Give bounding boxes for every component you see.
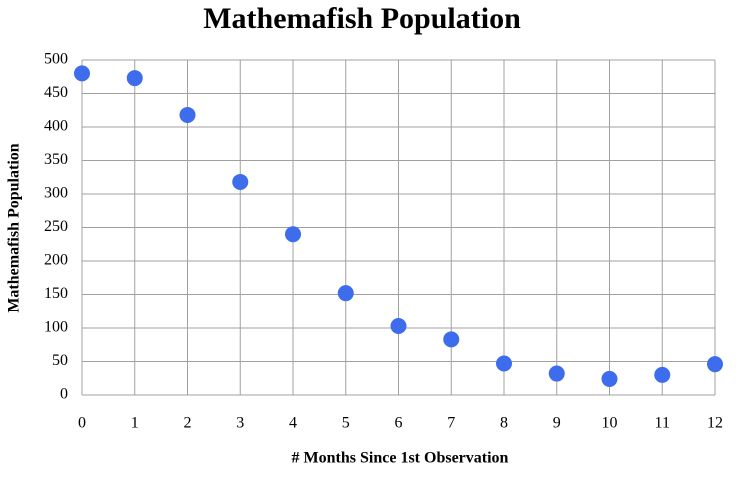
y-tick-label: 100 (44, 319, 68, 336)
y-tick-label: 50 (52, 352, 68, 369)
point (74, 65, 90, 82)
y-tick-label: 150 (44, 285, 68, 302)
x-tick-label: 10 (602, 415, 618, 432)
point (126, 70, 143, 87)
y-axis-label: Mathemafish Population (6, 143, 23, 312)
point (548, 365, 565, 382)
x-tick-label: 11 (655, 415, 670, 432)
x-tick-label: 2 (184, 415, 192, 432)
y-tick-label: 350 (44, 151, 68, 168)
x-tick-label: 9 (553, 415, 561, 432)
y-tick-label: 250 (44, 218, 68, 235)
x-tick-label: 3 (236, 415, 244, 432)
point (179, 106, 196, 123)
point (285, 226, 301, 243)
x-tick-label: 8 (500, 415, 508, 432)
y-tick-label: 500 (44, 51, 68, 68)
y-tick-label: 450 (44, 84, 68, 101)
point (654, 366, 671, 383)
x-tick-label: 4 (289, 415, 297, 432)
chart-title: Mathemafish Population (203, 2, 521, 35)
y-tick-label: 0 (60, 386, 68, 403)
x-tick-label: 5 (342, 415, 350, 432)
point (707, 356, 723, 373)
point (601, 370, 618, 387)
y-tick-label: 400 (44, 118, 68, 135)
x-tick-label: 12 (707, 415, 723, 432)
point (496, 355, 512, 372)
x-tick-label: 0 (78, 415, 86, 432)
x-axis-label: # Months Since 1st Observation (292, 450, 509, 467)
y-tick-label: 200 (44, 252, 68, 269)
point (337, 285, 354, 302)
point (232, 173, 249, 190)
x-tick-label: 7 (447, 415, 455, 432)
x-tick-label: 6 (395, 415, 403, 432)
x-tick-label: 1 (131, 415, 139, 432)
point (443, 331, 460, 348)
point (390, 317, 407, 334)
y-tick-label: 300 (44, 185, 68, 202)
